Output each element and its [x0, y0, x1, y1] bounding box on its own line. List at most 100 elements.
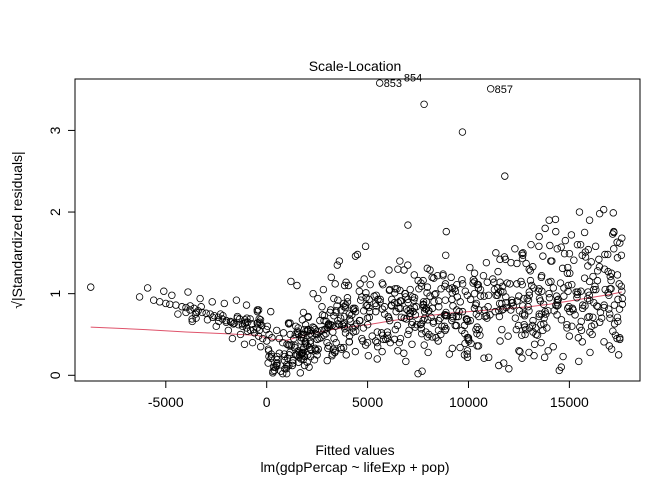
data-point-811: [578, 304, 587, 313]
data-point-349: [434, 316, 443, 325]
data-point-846: [475, 306, 483, 314]
data-point-504: [422, 328, 430, 336]
data-point-756: [475, 325, 483, 334]
data-point-457: [396, 304, 404, 313]
data-point-657: [596, 308, 605, 317]
data-point-336: [324, 344, 332, 353]
data-point-517: [362, 294, 370, 302]
data-point-566: [482, 258, 491, 267]
data-point-337: [402, 357, 410, 366]
data-point-157: [197, 303, 205, 311]
data-point-758: [451, 287, 460, 295]
data-point-397: [362, 302, 370, 310]
data-point-324: [436, 314, 444, 322]
data-point-75: [575, 208, 584, 216]
x-tick-label-0: -5000: [148, 394, 184, 410]
data-point-818: [463, 291, 472, 299]
data-point-581: [495, 312, 504, 321]
data-point-167: [273, 326, 281, 335]
data-point-256: [299, 348, 307, 357]
data-point-516: [363, 301, 372, 309]
data-point-816: [553, 311, 561, 319]
data-point-832: [526, 267, 535, 275]
y-axis-label: √|Standardized residuals|: [9, 151, 25, 308]
data-point-555: [614, 317, 622, 326]
data-point-662: [605, 305, 613, 313]
data-point-534: [421, 314, 429, 322]
data-point-835: [453, 306, 461, 314]
data-point-254: [311, 346, 320, 354]
data-point-210: [275, 349, 284, 357]
data-point-58: [361, 242, 370, 251]
data-point-79: [595, 209, 604, 218]
data-point-532: [330, 312, 338, 320]
data-point-514: [379, 280, 387, 289]
data-point-488: [352, 327, 360, 335]
x-axis-label: Fitted values: [315, 442, 394, 458]
data-point-285: [400, 349, 408, 357]
data-point-800: [504, 332, 512, 340]
data-point-165: [253, 319, 262, 327]
data-point-519: [393, 285, 401, 293]
data-point-685: [458, 280, 467, 288]
data-point-111: [424, 348, 432, 357]
data-point-470: [320, 331, 328, 339]
data-point-9: [182, 303, 190, 312]
point-label-853: 853: [384, 78, 402, 90]
data-point-841: [581, 248, 590, 256]
data-point-40: [224, 326, 233, 335]
data-point-760: [556, 279, 565, 287]
data-point-852: [576, 323, 584, 331]
points-layer: [87, 79, 627, 378]
data-point-388: [373, 338, 381, 347]
data-point-84: [618, 234, 626, 242]
data-point-571: [491, 307, 499, 316]
data-point-821: [517, 277, 525, 286]
data-point-690: [564, 304, 572, 313]
data-point-561: [461, 287, 469, 295]
data-point-182: [283, 369, 291, 378]
data-point-492: [442, 325, 450, 333]
data-point-771: [518, 331, 526, 339]
data-point-549: [595, 255, 603, 264]
data-point-727: [506, 280, 514, 288]
data-point-332: [337, 345, 346, 353]
data-point-105: [495, 361, 503, 370]
data-point-100: [414, 369, 422, 378]
data-point-780: [609, 209, 617, 217]
data-point-711: [601, 250, 609, 259]
data-point-735: [533, 331, 542, 339]
data-point-505: [437, 330, 445, 339]
data-point-222: [301, 320, 310, 329]
data-point-586: [496, 255, 504, 264]
data-point-117: [515, 347, 523, 355]
data-point-371: [313, 327, 321, 335]
data-point-776: [560, 292, 568, 300]
data-point-845: [512, 325, 521, 334]
data-point-234: [304, 312, 312, 321]
data-point-577: [525, 291, 534, 299]
data-point-706: [580, 228, 589, 237]
data-point-52: [309, 289, 317, 298]
data-point-647: [589, 272, 597, 281]
data-point-162: [253, 306, 261, 314]
data-point-411: [442, 308, 450, 317]
data-point-137: [227, 318, 235, 326]
data-point-543: [593, 267, 602, 275]
data-point-161: [192, 308, 201, 317]
data-point-124: [597, 314, 606, 322]
data-point-572: [525, 288, 533, 296]
data-point-399: [359, 337, 367, 345]
data-point-849: [499, 288, 507, 296]
data-point-486: [423, 283, 432, 291]
data-point-828: [496, 278, 504, 286]
data-point-506: [345, 332, 354, 340]
data-point-442: [314, 294, 322, 303]
data-point-81: [604, 250, 612, 259]
data-point-847: [500, 253, 509, 261]
data-point-825: [461, 329, 469, 338]
data-point-591: [472, 299, 481, 308]
data-point-491: [342, 301, 350, 309]
y-tick-label-0: 0: [47, 371, 63, 379]
data-point-824: [480, 306, 489, 314]
